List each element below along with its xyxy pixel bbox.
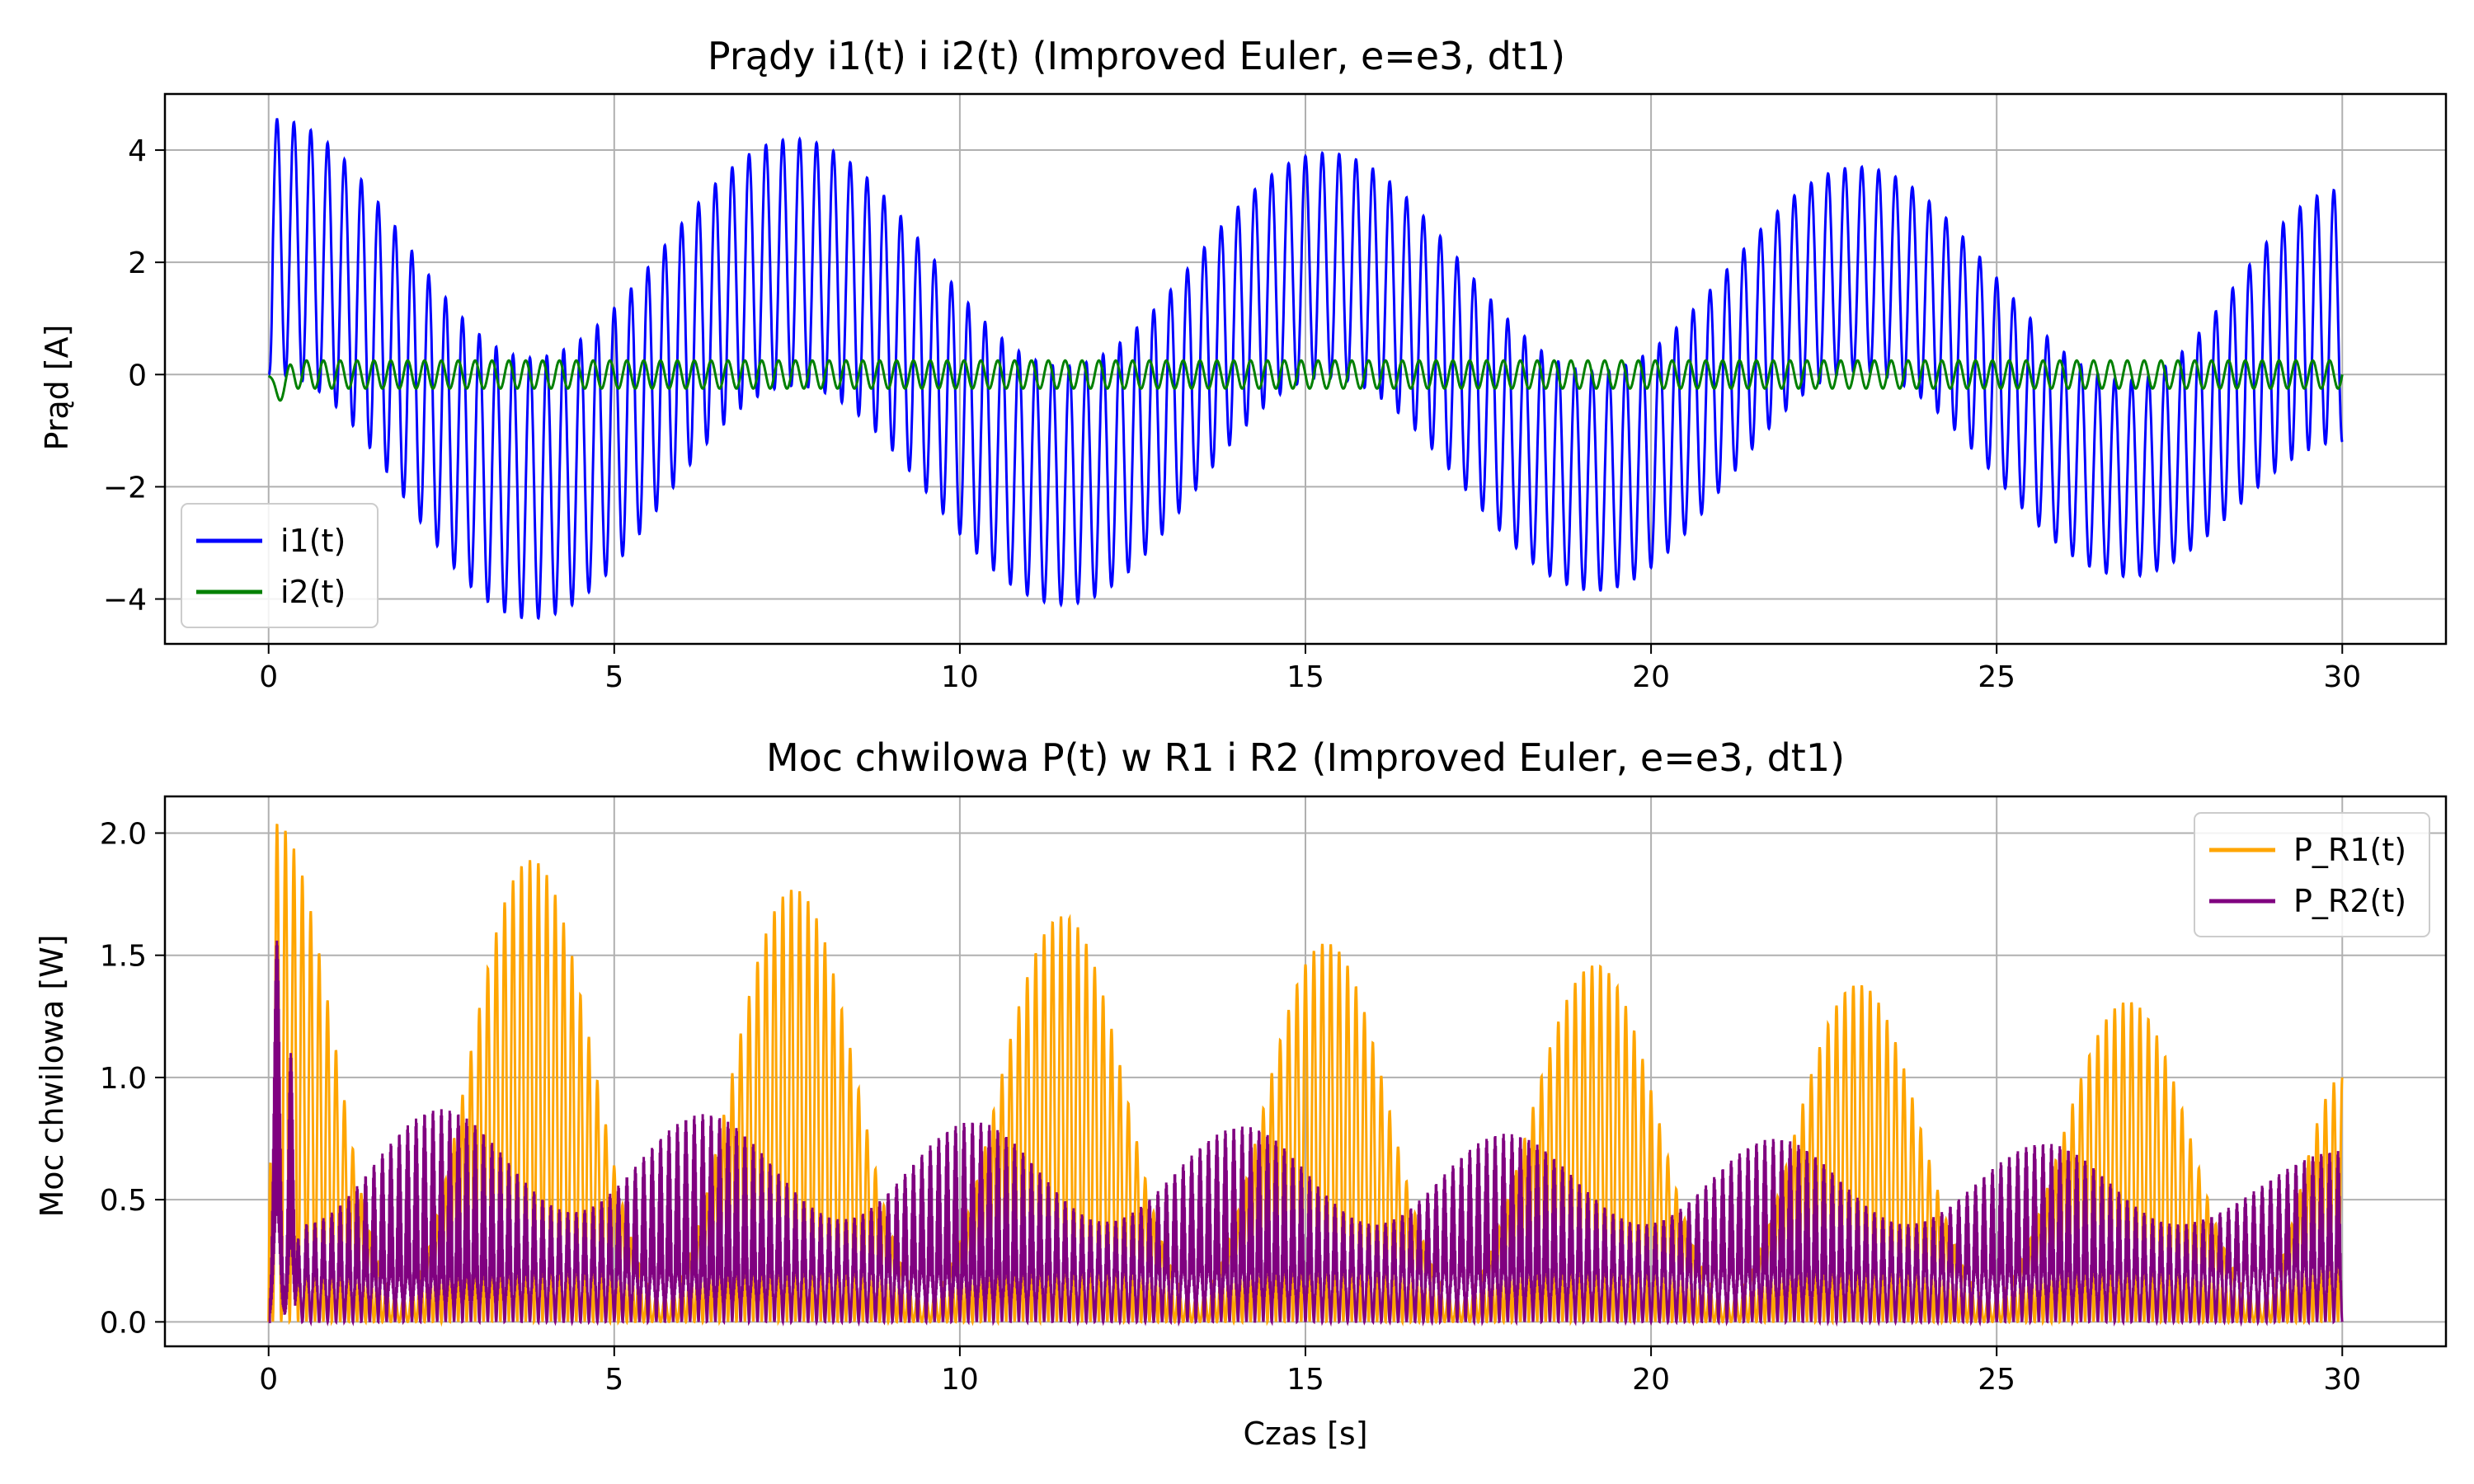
power-ticks: 0 5 10 15 20 25 30 0.0 0.5 1.0 1.5 2.0 — [100, 817, 2361, 1397]
legend-box — [2194, 812, 2430, 937]
x-tick-label: 20 — [1632, 1363, 1670, 1397]
y-tick-label: 1.5 — [100, 940, 147, 974]
legend-label: i2(t) — [280, 574, 346, 610]
y-tick-label: 2.0 — [100, 817, 147, 851]
x-tick-label: 0 — [259, 1363, 278, 1397]
power-chart-title: Moc chwilowa P(t) w R1 i R2 (Improved Eu… — [766, 735, 1845, 780]
x-tick-label: 15 — [1286, 660, 1324, 694]
x-tick-label: 30 — [2323, 1363, 2361, 1397]
x-tick-label: 20 — [1632, 660, 1670, 694]
currents-chart-ylabel: Prąd [A] — [39, 324, 75, 450]
y-tick-label: 2 — [128, 247, 147, 280]
legend-label: P_R1(t) — [2293, 832, 2406, 868]
x-tick-label: 30 — [2323, 660, 2361, 694]
power-chart-ylabel: Moc chwilowa [W] — [34, 934, 70, 1217]
legend-label: i1(t) — [280, 523, 346, 559]
currents-plot-area — [267, 118, 2344, 621]
x-tick-label: 25 — [1978, 1363, 2015, 1397]
x-tick-label: 10 — [941, 660, 979, 694]
x-tick-label: 10 — [941, 1363, 979, 1397]
currents-chart: Prądy i1(t) i i2(t) (Improved Euler, e=e… — [39, 34, 2448, 694]
currents-plot-frame — [163, 92, 2448, 646]
series-line-p-r2 — [268, 940, 2344, 1327]
y-tick-label: −4 — [103, 584, 147, 618]
x-tick-label: 15 — [1286, 1363, 1324, 1397]
x-tick-label: 25 — [1978, 660, 2015, 694]
power-legend: P_R1(t) P_R2(t) — [2194, 812, 2430, 937]
y-tick-label: 4 — [128, 134, 147, 168]
currents-chart-title: Prądy i1(t) i i2(t) (Improved Euler, e=e… — [708, 34, 1565, 78]
y-tick-label: 1.0 — [100, 1062, 147, 1096]
power-chart: Moc chwilowa P(t) w R1 i R2 (Improved Eu… — [34, 735, 2448, 1452]
power-plot-area — [267, 824, 2344, 1327]
y-tick-label: −2 — [103, 471, 147, 505]
series-line-i1 — [267, 118, 2344, 621]
x-tick-label: 0 — [259, 660, 278, 694]
legend-label: P_R2(t) — [2293, 883, 2406, 919]
power-plot-frame — [163, 795, 2448, 1348]
y-tick-label: 0.5 — [100, 1184, 147, 1218]
legend-box — [181, 503, 379, 628]
x-tick-label: 5 — [604, 660, 623, 694]
y-tick-label: 0 — [128, 359, 147, 392]
power-chart-xlabel: Czas [s] — [1243, 1416, 1367, 1452]
x-tick-label: 5 — [604, 1363, 623, 1397]
currents-legend: i1(t) i2(t) — [181, 503, 379, 628]
y-tick-label: 0.0 — [100, 1306, 147, 1340]
series-line-i2 — [267, 359, 2344, 402]
currents-ticks: 0 5 10 15 20 25 30 −4 −2 0 2 4 — [103, 134, 2361, 694]
